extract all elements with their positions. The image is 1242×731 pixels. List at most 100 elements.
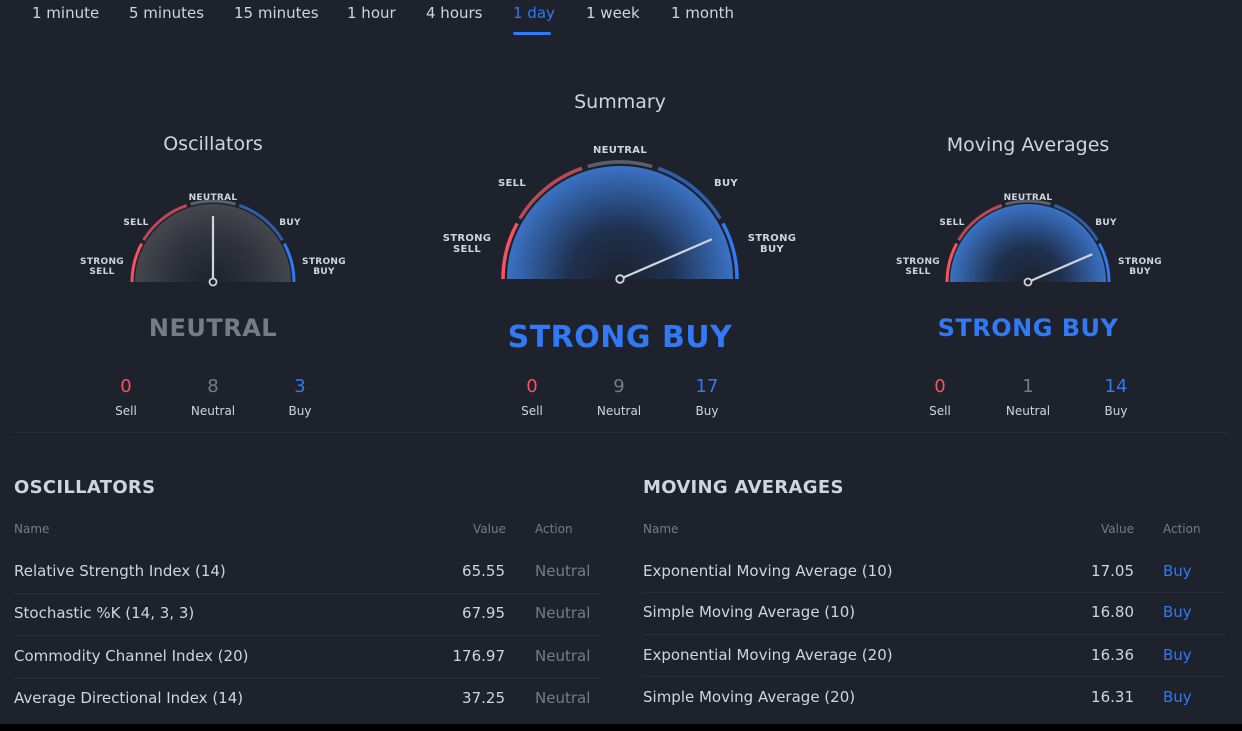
tab-1-week[interactable]: 1 week (586, 4, 640, 22)
needle-pivot (615, 274, 625, 284)
gauge-needle (1027, 253, 1093, 284)
strong-buy-arc (282, 242, 296, 283)
summary-buy-count: 17 (695, 376, 719, 397)
table-row-action[interactable]: Buy (1163, 646, 1192, 664)
table-row-name: Average Directional Index (14) (14, 689, 244, 707)
label-strong-buy-2: BUY (760, 244, 784, 255)
label-strong-sell-1: STRONG (896, 257, 940, 267)
oscillators-header-action: Action (535, 522, 573, 536)
table-row-value: 16.36 (1091, 646, 1134, 664)
oscillators-gauge: STRONG SELL SELL NEUTRAL BUY STRONG BUY (80, 193, 346, 287)
strong-buy-arc (1097, 242, 1111, 283)
label-buy: BUY (279, 218, 301, 228)
gauge-dial (507, 166, 733, 279)
table-row-name: Simple Moving Average (10) (643, 603, 856, 621)
row-divider (14, 635, 600, 636)
table-row-name: Relative Strength Index (14) (14, 562, 226, 580)
neutral-arc (1005, 199, 1051, 206)
label-strong-buy-2: BUY (1129, 267, 1151, 277)
strong-sell-arc (945, 242, 959, 283)
summary-sell-label: Sell (521, 404, 543, 418)
moving-averages-header-name: Name (643, 522, 679, 536)
needle-pivot (1023, 277, 1033, 287)
oscillators-buy-count: 3 (294, 376, 306, 397)
label-neutral: NEUTRAL (1004, 193, 1053, 203)
needle-pivot (208, 277, 218, 287)
sell-arc (518, 166, 583, 220)
label-strong-sell-2: SELL (89, 267, 114, 277)
label-strong-buy-2: BUY (313, 267, 335, 277)
label-strong-sell-2: SELL (453, 244, 481, 255)
summary-buy-label: Buy (695, 404, 719, 418)
table-row-action[interactable]: Buy (1163, 688, 1192, 706)
table-row-value: 67.95 (462, 604, 505, 622)
moving-averages-sell-label: Sell (929, 404, 951, 418)
section-divider (14, 432, 1228, 433)
tab-5-minutes[interactable]: 5 minutes (129, 4, 205, 22)
summary-neutral-label: Neutral (596, 404, 642, 418)
moving-averages-buy-count: 14 (1104, 376, 1128, 397)
table-row-name: Stochastic %K (14, 3, 3) (14, 604, 195, 622)
table-row-value: 65.55 (462, 562, 505, 580)
strong-sell-arc (501, 222, 519, 280)
moving-averages-gauge-title: Moving Averages (946, 134, 1110, 156)
moving-averages-buy-label: Buy (1104, 404, 1128, 418)
label-buy: BUY (1095, 218, 1117, 228)
tab-1-hour[interactable]: 1 hour (347, 4, 396, 22)
active-tab-indicator (513, 32, 551, 35)
moving-averages-sell-count: 0 (934, 376, 946, 397)
label-strong-sell-1: STRONG (443, 233, 492, 244)
strong-sell-arc (130, 242, 144, 283)
tab-1-day[interactable]: 1 day (513, 4, 555, 22)
neutral-arc (587, 160, 653, 169)
label-neutral: NEUTRAL (189, 193, 238, 203)
oscillators-neutral-count: 8 (207, 376, 219, 397)
label-sell: SELL (123, 218, 148, 228)
tab-1-minute[interactable]: 1 minute (32, 4, 100, 22)
table-row-action[interactable]: Buy (1163, 603, 1192, 621)
label-neutral: NEUTRAL (593, 145, 647, 156)
tab-1-month[interactable]: 1 month (671, 4, 734, 22)
label-sell: SELL (498, 178, 526, 189)
label-strong-buy-1: STRONG (302, 257, 346, 267)
table-row-name: Exponential Moving Average (10) (643, 562, 893, 580)
table-row-action: Neutral (535, 604, 591, 622)
buy-arc (1053, 203, 1099, 241)
table-row-value: 16.80 (1091, 603, 1134, 621)
gauge-needle (619, 238, 713, 281)
label-strong-sell-1: STRONG (80, 257, 124, 267)
summary-gauge-title: Summary (574, 91, 666, 113)
neutral-arc (190, 199, 236, 206)
row-divider (643, 634, 1225, 635)
label-sell: SELL (939, 218, 964, 228)
oscillators-header-name: Name (14, 522, 50, 536)
summary-gauge: STRONG SELL SELL NEUTRAL BUY STRONG BUY (443, 145, 797, 284)
timeframe-tabs: 1 minute 5 minutes 15 minutes 1 hour 4 h… (0, 0, 1242, 40)
buy-arc (657, 166, 722, 220)
gauge-dial (950, 204, 1106, 282)
table-row-value: 176.97 (452, 647, 506, 665)
strong-buy-arc (721, 222, 739, 280)
oscillators-table-title: OSCILLATORS (14, 477, 156, 498)
row-divider (14, 678, 600, 679)
moving-averages-header-action: Action (1163, 522, 1201, 536)
tab-4-hours[interactable]: 4 hours (426, 4, 483, 22)
label-strong-buy-1: STRONG (748, 233, 797, 244)
table-row-name: Commodity Channel Index (20) (14, 647, 249, 665)
table-row-action[interactable]: Buy (1163, 562, 1192, 580)
label-strong-sell-2: SELL (905, 267, 930, 277)
oscillators-sell-count: 0 (120, 376, 132, 397)
oscillators-verdict: NEUTRAL (148, 314, 278, 342)
summary-sell-count: 0 (526, 376, 538, 397)
row-divider (14, 593, 600, 594)
buy-arc (238, 203, 284, 241)
oscillators-sell-label: Sell (115, 404, 137, 418)
summary-verdict: STRONG BUY (507, 320, 733, 355)
table-row-name: Exponential Moving Average (20) (643, 646, 893, 664)
row-divider (643, 676, 1225, 677)
tab-15-minutes[interactable]: 15 minutes (234, 4, 319, 22)
summary-neutral-count: 9 (613, 376, 625, 397)
table-row-action: Neutral (535, 562, 591, 580)
label-strong-buy-1: STRONG (1118, 257, 1162, 267)
oscillators-header-value: Value (473, 522, 506, 536)
